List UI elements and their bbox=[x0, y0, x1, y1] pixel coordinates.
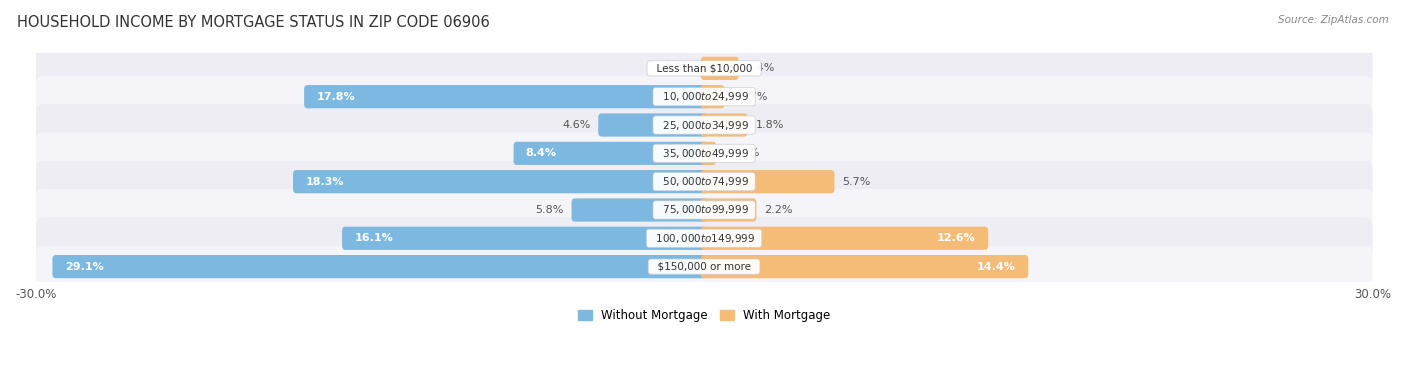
FancyBboxPatch shape bbox=[35, 47, 1372, 89]
Text: 2.2%: 2.2% bbox=[765, 205, 793, 215]
Text: 18.3%: 18.3% bbox=[305, 177, 344, 187]
Text: $150,000 or more: $150,000 or more bbox=[651, 262, 758, 272]
Text: HOUSEHOLD INCOME BY MORTGAGE STATUS IN ZIP CODE 06906: HOUSEHOLD INCOME BY MORTGAGE STATUS IN Z… bbox=[17, 15, 489, 30]
FancyBboxPatch shape bbox=[700, 255, 1028, 278]
Text: 0.39%: 0.39% bbox=[724, 148, 759, 158]
FancyBboxPatch shape bbox=[35, 246, 1372, 288]
Text: 5.7%: 5.7% bbox=[842, 177, 870, 187]
Text: 17.8%: 17.8% bbox=[316, 92, 356, 102]
Text: 16.1%: 16.1% bbox=[354, 233, 394, 243]
Text: $100,000 to $149,999: $100,000 to $149,999 bbox=[650, 232, 759, 245]
FancyBboxPatch shape bbox=[35, 76, 1372, 118]
Text: $50,000 to $74,999: $50,000 to $74,999 bbox=[655, 175, 752, 188]
FancyBboxPatch shape bbox=[292, 170, 707, 193]
Legend: Without Mortgage, With Mortgage: Without Mortgage, With Mortgage bbox=[572, 304, 835, 327]
Text: 29.1%: 29.1% bbox=[65, 262, 104, 272]
FancyBboxPatch shape bbox=[304, 85, 707, 108]
Text: 0.0%: 0.0% bbox=[665, 64, 693, 73]
FancyBboxPatch shape bbox=[700, 142, 716, 165]
FancyBboxPatch shape bbox=[342, 227, 707, 250]
FancyBboxPatch shape bbox=[599, 113, 707, 136]
FancyBboxPatch shape bbox=[700, 113, 748, 136]
Text: 1.4%: 1.4% bbox=[747, 64, 775, 73]
Text: $75,000 to $99,999: $75,000 to $99,999 bbox=[655, 203, 752, 217]
FancyBboxPatch shape bbox=[35, 132, 1372, 174]
FancyBboxPatch shape bbox=[700, 198, 756, 222]
FancyBboxPatch shape bbox=[700, 227, 988, 250]
FancyBboxPatch shape bbox=[513, 142, 707, 165]
Text: 14.4%: 14.4% bbox=[977, 262, 1017, 272]
FancyBboxPatch shape bbox=[700, 57, 738, 80]
Text: Source: ZipAtlas.com: Source: ZipAtlas.com bbox=[1278, 15, 1389, 25]
Text: $35,000 to $49,999: $35,000 to $49,999 bbox=[655, 147, 752, 160]
Text: 5.8%: 5.8% bbox=[536, 205, 564, 215]
Text: $25,000 to $34,999: $25,000 to $34,999 bbox=[655, 119, 752, 132]
Text: Less than $10,000: Less than $10,000 bbox=[650, 64, 758, 73]
FancyBboxPatch shape bbox=[35, 104, 1372, 146]
FancyBboxPatch shape bbox=[35, 161, 1372, 203]
FancyBboxPatch shape bbox=[700, 85, 724, 108]
FancyBboxPatch shape bbox=[52, 255, 707, 278]
Text: $10,000 to $24,999: $10,000 to $24,999 bbox=[655, 90, 752, 103]
Text: 0.77%: 0.77% bbox=[733, 92, 768, 102]
FancyBboxPatch shape bbox=[35, 217, 1372, 259]
Text: 8.4%: 8.4% bbox=[526, 148, 557, 158]
FancyBboxPatch shape bbox=[700, 170, 834, 193]
Text: 1.8%: 1.8% bbox=[755, 120, 783, 130]
Text: 4.6%: 4.6% bbox=[562, 120, 591, 130]
FancyBboxPatch shape bbox=[571, 198, 707, 222]
FancyBboxPatch shape bbox=[35, 189, 1372, 231]
Text: 12.6%: 12.6% bbox=[938, 233, 976, 243]
